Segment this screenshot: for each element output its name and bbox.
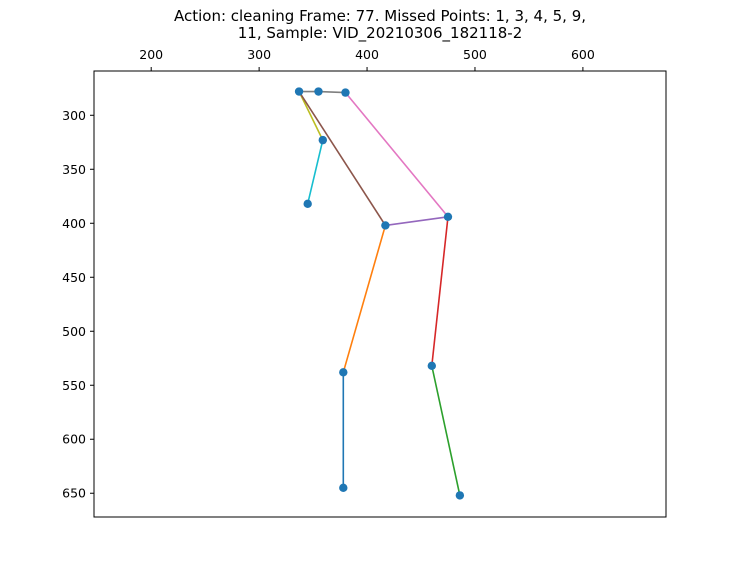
x-tick-label: 200: [139, 47, 163, 62]
keypoint-11: [455, 491, 465, 500]
keypoints: [294, 87, 465, 500]
y-tick-label: 300: [62, 108, 86, 123]
y-tick-label: 600: [62, 432, 86, 447]
skeleton-segment-8: [431, 216, 449, 366]
keypoint-7: [443, 212, 453, 221]
skeleton-segment-10: [342, 225, 387, 373]
skeleton-segment-5: [298, 91, 387, 226]
x-tick-label: 400: [355, 47, 379, 62]
keypoint-4: [318, 135, 327, 145]
y-axis-ticks: 300 350 400 450 500 550 600 650: [62, 108, 94, 501]
keypoint-9: [339, 368, 348, 377]
y-tick-label: 400: [62, 216, 86, 231]
y-tick-label: 350: [62, 162, 86, 177]
skeleton-segment-9: [431, 365, 461, 496]
keypoint-8: [427, 361, 437, 371]
keypoint-10: [339, 483, 348, 493]
y-tick-label: 650: [62, 486, 86, 501]
keypoint-2: [314, 87, 323, 96]
plot-frame: [93, 70, 667, 518]
y-tick-label: 500: [62, 324, 86, 339]
skeleton-segment-7: [385, 215, 449, 227]
skeleton-segment-3: [298, 91, 324, 141]
skeleton-segment-6: [344, 92, 449, 218]
y-tick-label: 550: [62, 378, 86, 393]
skeleton-segments: [298, 90, 461, 496]
keypoint-1: [294, 87, 304, 96]
skeleton-segment-2: [318, 90, 346, 94]
keypoint-3: [341, 88, 350, 97]
keypoint-6: [381, 221, 390, 230]
x-tick-label: 600: [571, 47, 595, 62]
x-axis-ticks: 200 300 400 500 600: [139, 47, 595, 71]
chart-title-line-2: 11, Sample: VID_20210306_182118-2: [238, 24, 523, 43]
chart-title-line-1: Action: cleaning Frame: 77. Missed Point…: [174, 7, 586, 25]
skeleton-segment-4: [306, 139, 324, 205]
x-tick-label: 500: [463, 47, 487, 62]
x-tick-label: 300: [247, 47, 271, 62]
y-tick-label: 450: [62, 270, 86, 285]
keypoint-5: [303, 199, 312, 209]
